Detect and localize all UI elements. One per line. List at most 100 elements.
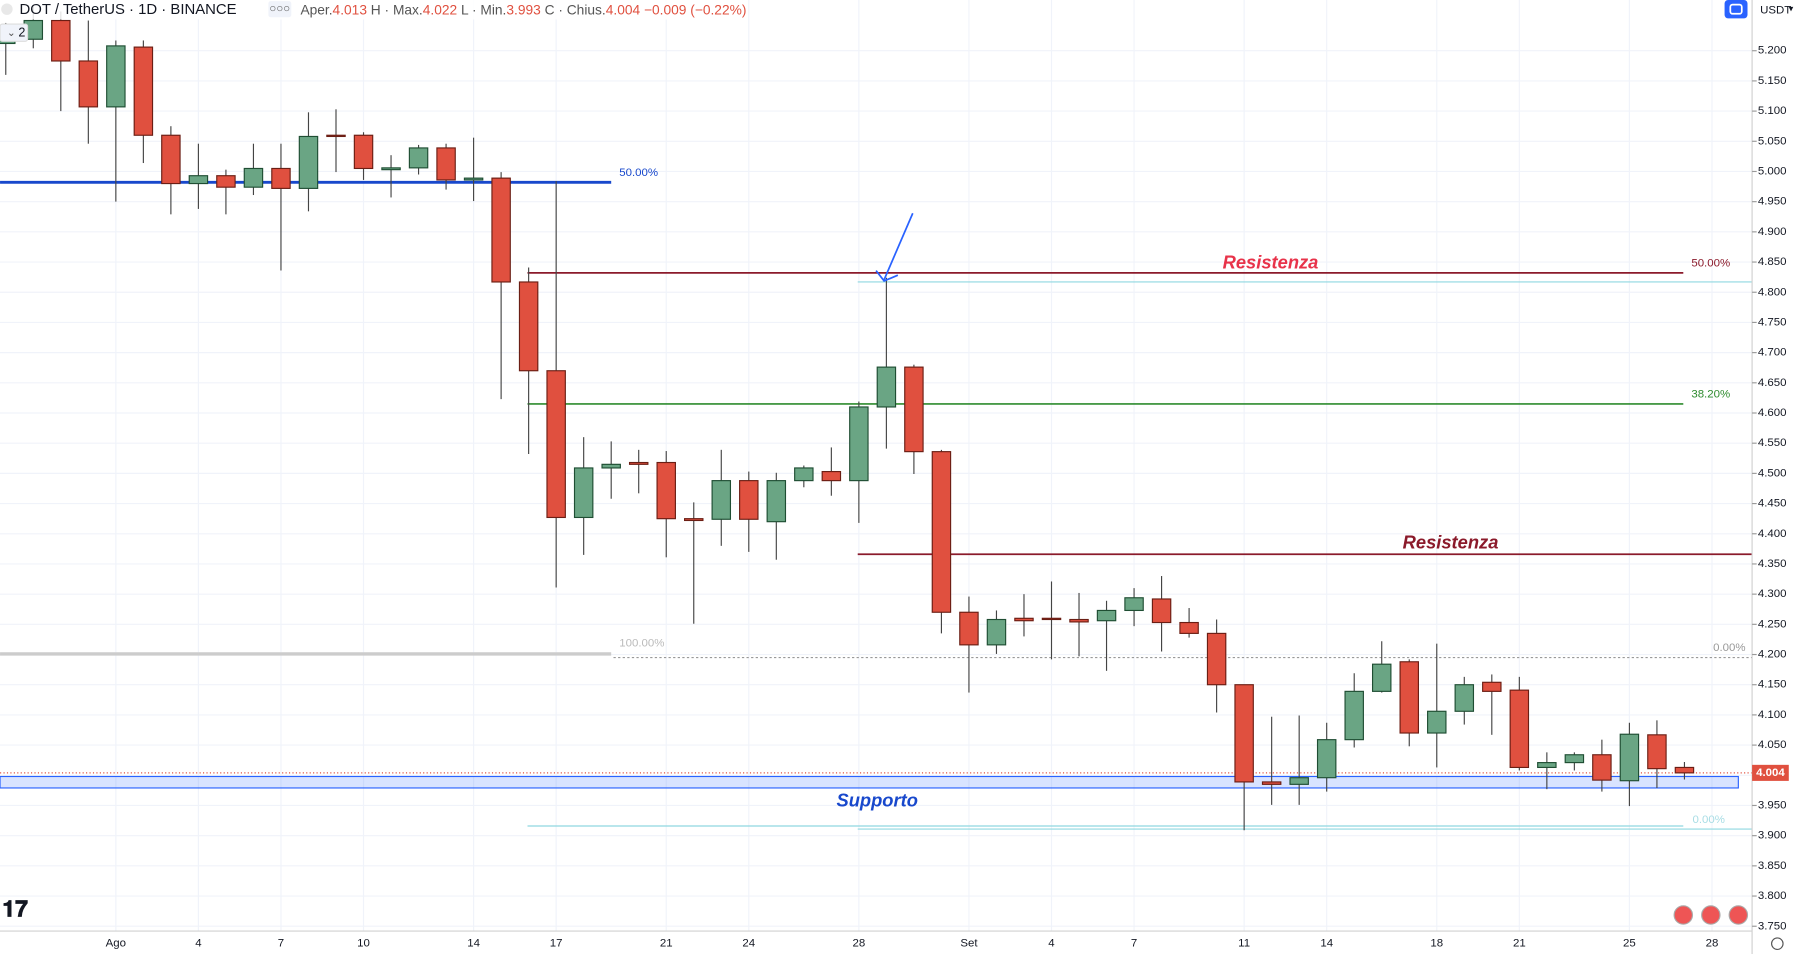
y-tick-label: 3.900 (1758, 830, 1787, 842)
sync-icon (1729, 3, 1743, 15)
y-tick-label: 4.550 (1758, 437, 1787, 449)
annotation: Resistenza (1403, 531, 1499, 552)
settings-icon[interactable] (1771, 937, 1784, 950)
y-tick-label: 4.700 (1758, 347, 1787, 359)
x-tick-label: 21 (660, 938, 673, 950)
tv-logo[interactable]: 𝟏𝟕 (2, 895, 28, 921)
symbol[interactable]: DOT / TetherUS · 1D · BINANCE (20, 2, 237, 18)
grid (0, 0, 1753, 932)
annotation: 100.00% (619, 637, 664, 649)
x-tick-label: 25 (1623, 938, 1636, 950)
candle-body (1647, 734, 1667, 770)
annotation: 0.00% (1692, 814, 1724, 826)
candle-body (1371, 663, 1392, 692)
candle-body (271, 167, 291, 189)
y-tick-label: 4.500 (1758, 467, 1787, 479)
y-tick-label: 5.100 (1758, 105, 1787, 117)
y-tick-label: 4.250 (1758, 618, 1787, 630)
currency[interactable]: USDT (1760, 4, 1791, 16)
flag-icon[interactable] (1728, 905, 1749, 925)
open-label: Aper. (300, 2, 332, 17)
candle-body (1261, 781, 1282, 785)
candle-body (133, 46, 154, 136)
x-tick-label: 10 (357, 938, 370, 950)
flag-icon[interactable] (1701, 905, 1721, 925)
indicators-toggle[interactable] (0, 23, 29, 42)
annotation: Resistenza (1223, 252, 1319, 273)
candle-body (408, 147, 429, 169)
y-tick-label: 4.600 (1758, 407, 1787, 419)
x-tick-label: 28 (1706, 938, 1719, 950)
symbol-icon (1, 3, 13, 15)
candle-body (546, 370, 566, 519)
header-bg (0, 0, 734, 20)
candle-body (1151, 598, 1172, 624)
candle-body (573, 467, 594, 519)
last-price-label: 4.004 (1756, 767, 1785, 779)
support-zone (0, 775, 1739, 789)
low-label: L · Min. (461, 2, 506, 17)
candle-body (1206, 632, 1227, 686)
y-tick-label: 4.150 (1758, 679, 1787, 691)
x-tick-label: 28 (852, 938, 865, 950)
arrow (883, 212, 914, 281)
annotation: 0.00% (1713, 642, 1745, 654)
candle-body (298, 135, 319, 189)
candle-body (739, 480, 759, 520)
candle-body (326, 134, 346, 138)
more-button[interactable] (268, 1, 292, 18)
candle-body (821, 470, 842, 482)
candle-body (463, 177, 484, 181)
candle-body (1592, 754, 1612, 781)
indicator-count: 2 (18, 26, 25, 40)
candle-body (78, 60, 99, 108)
arrow-head (875, 270, 899, 282)
x-tick-label: 14 (1320, 938, 1333, 950)
y-tick-label: 3.750 (1758, 920, 1787, 932)
y-tick-label: 4.300 (1758, 588, 1787, 600)
y-tick-label: 3.950 (1758, 800, 1787, 812)
candles (0, 6, 1695, 831)
x-tick-label: 4 (195, 938, 202, 950)
y-tick-label: 5.200 (1758, 45, 1787, 57)
candle-body (711, 480, 732, 520)
candle-body (656, 461, 676, 520)
candle-body (1234, 684, 1254, 783)
candle-body (1427, 710, 1447, 734)
low-value: 3.993 (506, 2, 541, 17)
open-value: 4.013 (333, 2, 368, 17)
candle-body (106, 45, 126, 108)
candle-body (1179, 621, 1199, 634)
y-tick-label: 4.050 (1758, 739, 1787, 751)
sync-button[interactable] (1724, 0, 1748, 19)
candle-body (1124, 597, 1144, 612)
x-tick-label: 11 (1238, 938, 1250, 950)
candle-body (766, 480, 787, 523)
candle-body (1674, 766, 1695, 774)
y-tick-label: 4.400 (1758, 528, 1787, 540)
annotation: 50.00% (1691, 258, 1730, 270)
x-tick-label: 4 (1048, 938, 1055, 950)
candle-body (959, 611, 979, 646)
annotation: Supporto (836, 789, 917, 810)
x-tick-label: 24 (742, 938, 755, 950)
y-tick-label: 3.800 (1758, 890, 1787, 902)
candle-body (216, 175, 236, 188)
y-tick-label: 5.150 (1758, 75, 1787, 87)
candle-body (1289, 777, 1309, 785)
y-tick-label: 4.350 (1758, 558, 1787, 570)
x-tick-label: 18 (1430, 938, 1443, 950)
annotation: 50.00% (619, 167, 658, 179)
candle-body (1041, 617, 1062, 621)
y-tick-label: 5.050 (1758, 135, 1787, 147)
annotation: 38.20% (1691, 388, 1730, 400)
x-tick-label: 21 (1513, 938, 1526, 950)
flag-icon[interactable] (1673, 905, 1694, 925)
high-value: 4.022 (423, 2, 457, 17)
x-tick-label: Set (960, 938, 978, 950)
candle-body (1344, 690, 1364, 741)
currency-chevron: ▾ (1789, 4, 1794, 14)
